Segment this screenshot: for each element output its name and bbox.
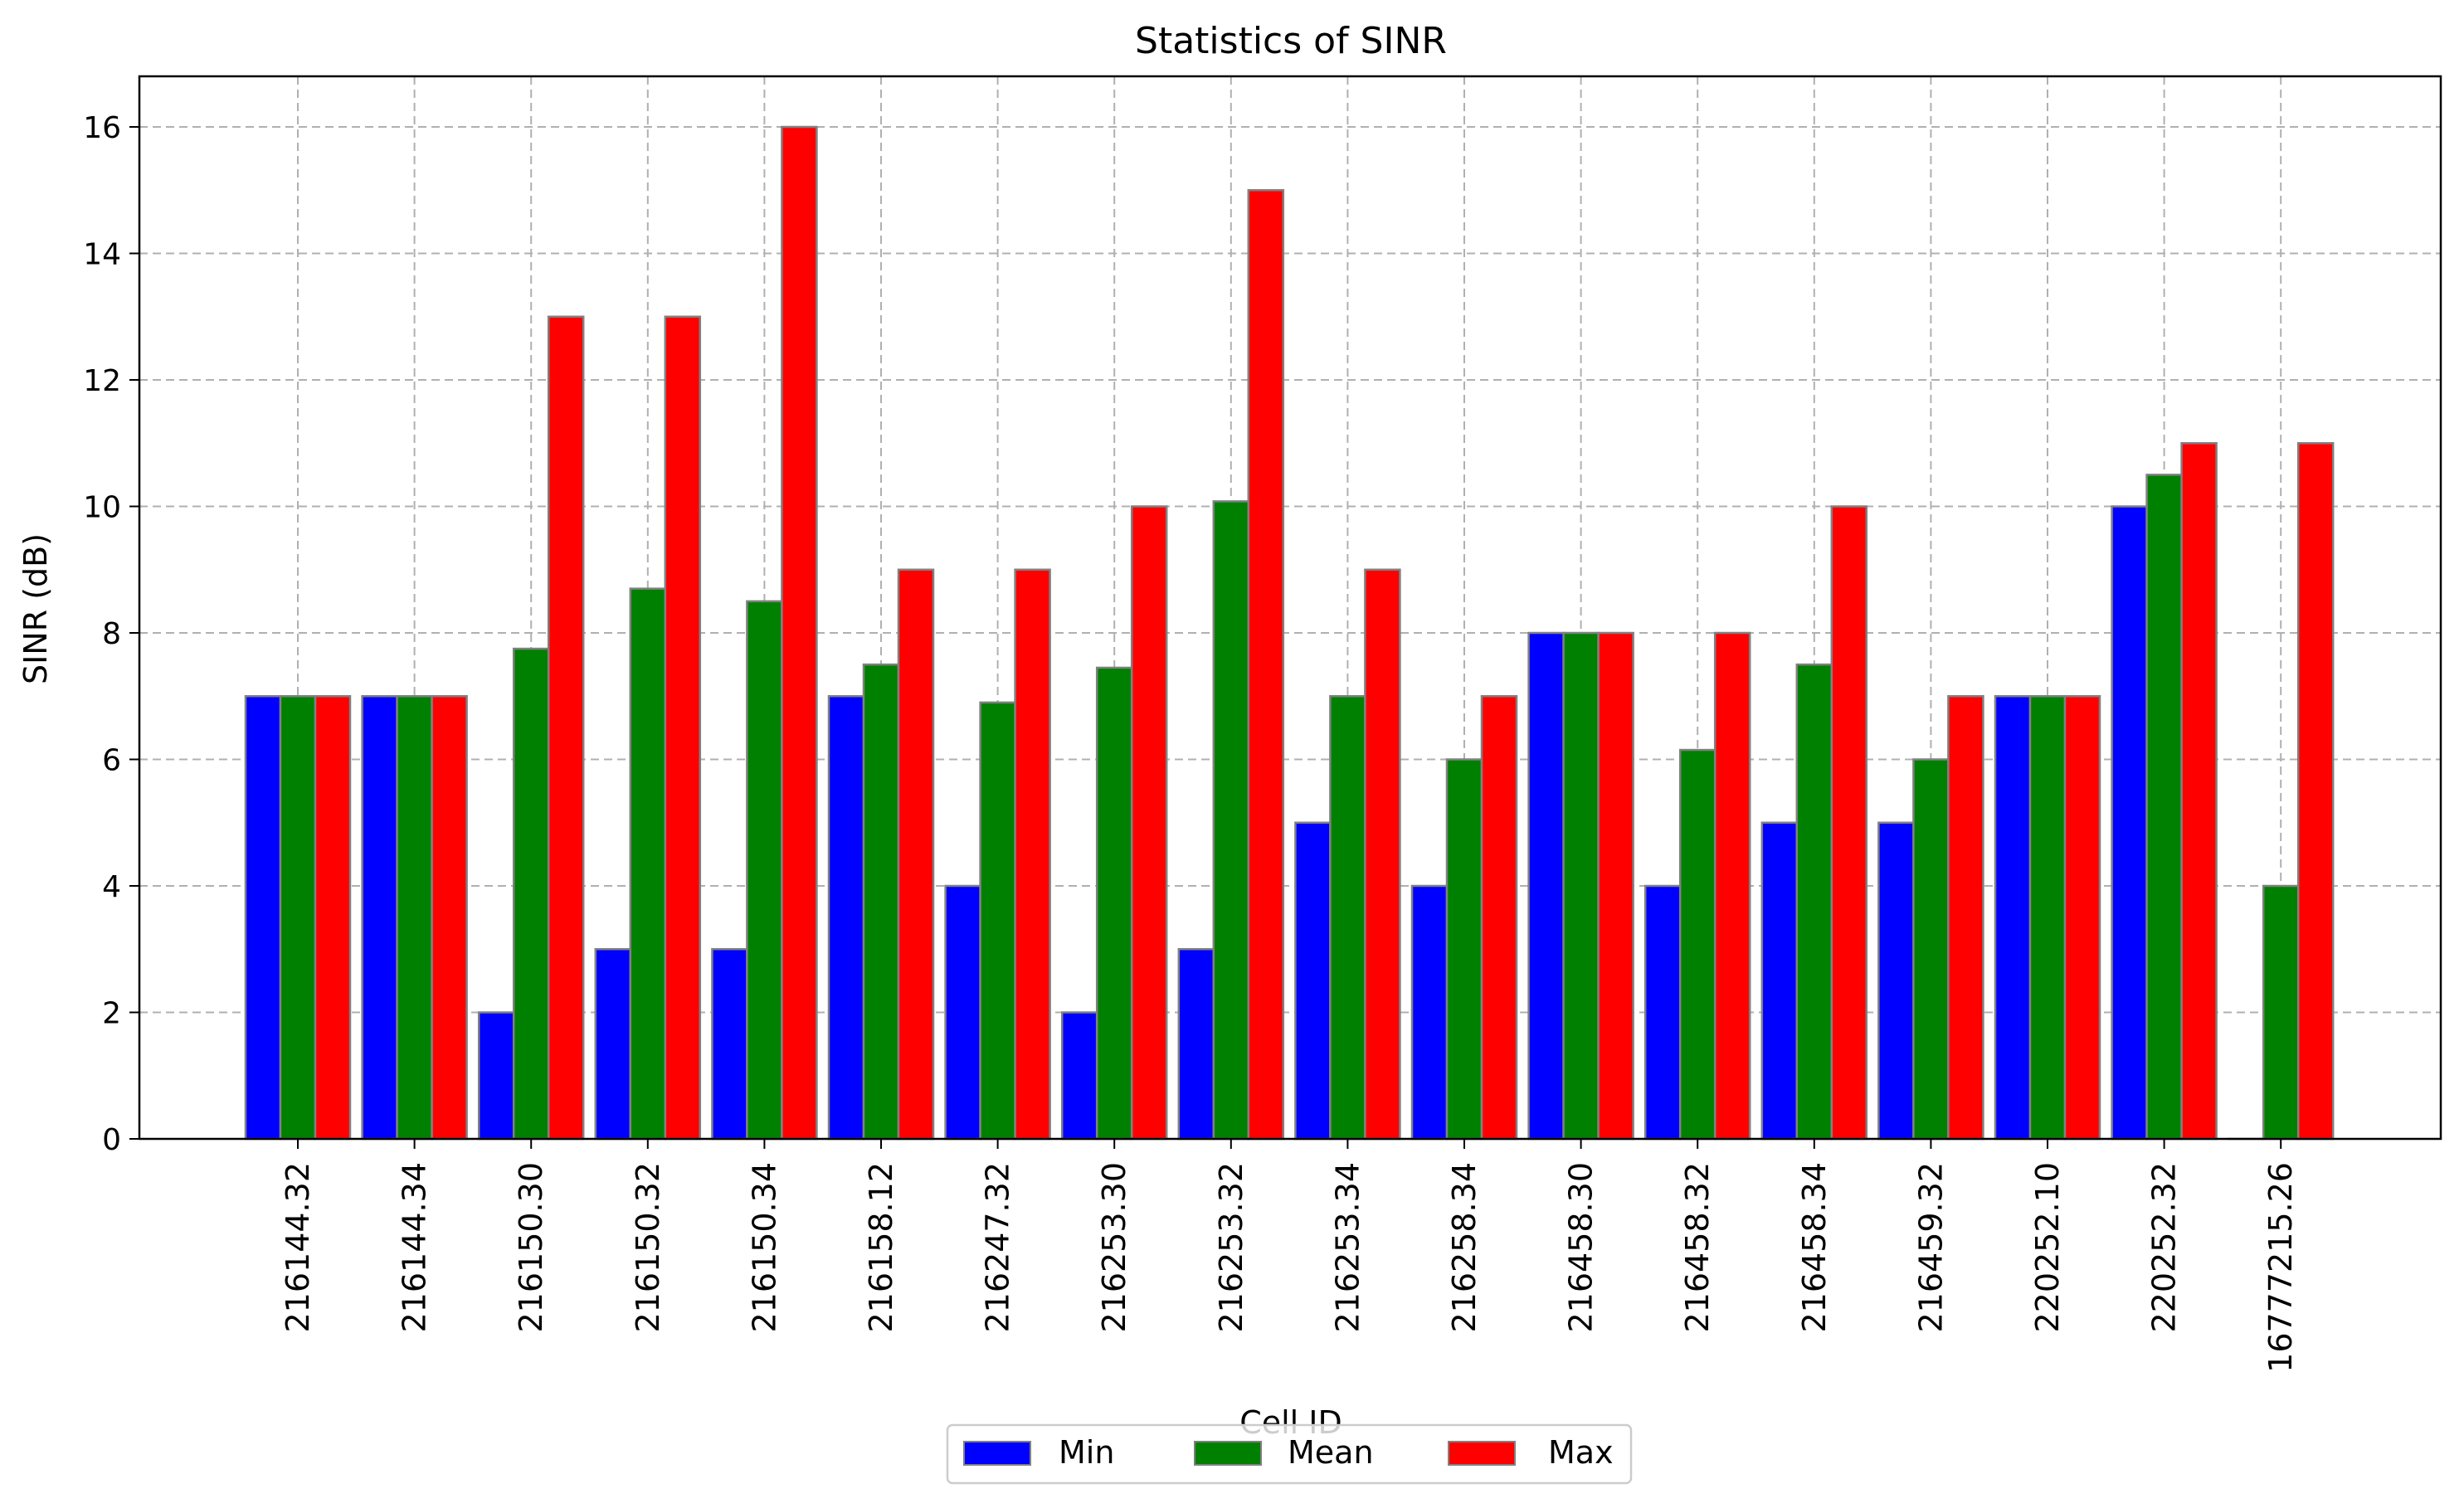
bar-max-10 (1480, 695, 1518, 1141)
legend-swatch-mean (1194, 1441, 1262, 1466)
y-axis: 0 2 4 6 8 10 12 14 16 (83, 111, 139, 1157)
bar-min-9 (1294, 821, 1332, 1141)
x-tick-label: 216150.30 (513, 1162, 549, 1333)
y-tick-label: 10 (83, 491, 121, 525)
x-tick-label: 216458.32 (1679, 1162, 1716, 1333)
bar-mean-12 (1678, 748, 1717, 1141)
bar-min-14 (1877, 821, 1915, 1141)
legend-frame (946, 1423, 1633, 1485)
bar-mean-10 (1445, 758, 1483, 1141)
bar-max-15 (2063, 695, 2101, 1141)
x-axis: 216144.32 216144.34 216150.30 216150.32 2161… (280, 1139, 2299, 1373)
bar-mean-15 (2028, 695, 2067, 1141)
bar-max-5 (897, 568, 935, 1141)
y-tick-label: 4 (102, 870, 121, 904)
bar-max-13 (1830, 505, 1868, 1141)
x-tick-label: 216459.32 (1912, 1162, 1949, 1333)
bar-max-4 (781, 125, 818, 1141)
x-tick-label: 216144.34 (397, 1162, 433, 1333)
bar-min-3 (594, 948, 632, 1141)
x-tick-label: 216458.30 (1563, 1162, 1600, 1333)
x-tick-label: 16777215.26 (2262, 1162, 2299, 1373)
bar-mean-0 (279, 695, 317, 1141)
bar-max-6 (1014, 568, 1051, 1141)
bar-max-12 (1713, 631, 1751, 1141)
bar-min-7 (1060, 1011, 1098, 1141)
bar-min-0 (244, 695, 282, 1141)
legend-label-max: Max (1548, 1434, 1614, 1471)
bar-min-8 (1177, 948, 1215, 1141)
bar-max-16 (2180, 442, 2218, 1141)
y-tick-label: 2 (102, 997, 121, 1031)
bar-mean-13 (1795, 663, 1833, 1141)
bar-min-5 (827, 695, 865, 1141)
bars (244, 125, 2335, 1141)
bar-min-6 (944, 884, 981, 1141)
x-tick-label: 216144.32 (280, 1162, 316, 1333)
x-tick-label: 216258.34 (1446, 1162, 1483, 1333)
bar-min-11 (1527, 631, 1565, 1141)
x-tick-label: 216158.12 (863, 1162, 899, 1333)
x-tick-label: 216150.34 (746, 1162, 782, 1333)
bar-max-9 (1364, 568, 1401, 1141)
bar-min-12 (1643, 884, 1682, 1141)
x-tick-label: 216247.32 (980, 1162, 1016, 1333)
y-tick-label: 6 (102, 744, 121, 778)
bar-mean-9 (1329, 695, 1366, 1141)
y-tick-label: 12 (83, 364, 121, 398)
bar-mean-7 (1095, 666, 1133, 1141)
bar-mean-2 (512, 647, 550, 1141)
bar-min-16 (2111, 505, 2148, 1141)
legend-label-min: Min (1059, 1434, 1114, 1471)
bar-max-14 (1947, 695, 1984, 1141)
bar-mean-3 (629, 587, 667, 1141)
bar-min-13 (1760, 821, 1799, 1141)
bar-min-4 (711, 948, 748, 1141)
y-tick-label: 14 (83, 238, 121, 272)
bar-min-10 (1410, 884, 1449, 1141)
x-tick-label: 220252.32 (2146, 1162, 2183, 1333)
legend: Min Mean Max (946, 1423, 1633, 1485)
legend-label-mean: Mean (1288, 1434, 1374, 1471)
plot-frame (138, 75, 2442, 1141)
bar-mean-8 (1212, 500, 1250, 1141)
bar-mean-14 (1912, 758, 1950, 1141)
bar-min-15 (1994, 695, 2032, 1141)
x-tick-label: 216150.32 (630, 1162, 666, 1333)
x-tick-label: 216253.32 (1213, 1162, 1249, 1333)
x-tick-label: 216458.34 (1796, 1162, 1833, 1333)
y-axis-label: SINR (dB) (17, 533, 54, 684)
bar-mean-17 (2262, 884, 2300, 1141)
bar-max-3 (664, 315, 702, 1141)
y-tick-label: 16 (83, 111, 121, 145)
bar-max-7 (1130, 505, 1168, 1141)
x-tick-label: 220252.10 (2029, 1162, 2066, 1333)
bar-mean-6 (979, 701, 1016, 1141)
legend-swatch-min (963, 1441, 1031, 1466)
bar-mean-1 (396, 695, 433, 1141)
bar-min-1 (361, 695, 398, 1141)
bar-mean-16 (2145, 474, 2183, 1141)
bar-mean-4 (746, 600, 783, 1141)
bar-max-8 (1247, 189, 1285, 1141)
bar-max-1 (431, 695, 468, 1141)
bar-mean-5 (862, 663, 900, 1141)
legend-swatch-max (1448, 1441, 1516, 1466)
x-tick-label: 216253.34 (1329, 1162, 1366, 1333)
bar-max-2 (547, 315, 585, 1141)
bar-mean-11 (1562, 631, 1600, 1141)
bar-max-0 (314, 695, 352, 1141)
bar-max-11 (1597, 631, 1634, 1141)
y-tick-label: 8 (102, 617, 121, 651)
bar-min-2 (477, 1011, 515, 1141)
y-tick-label: 0 (102, 1123, 121, 1157)
chart-title: Statistics of SINR (1135, 20, 1447, 62)
x-tick-label: 216253.30 (1096, 1162, 1132, 1333)
bar-max-17 (2296, 442, 2335, 1141)
